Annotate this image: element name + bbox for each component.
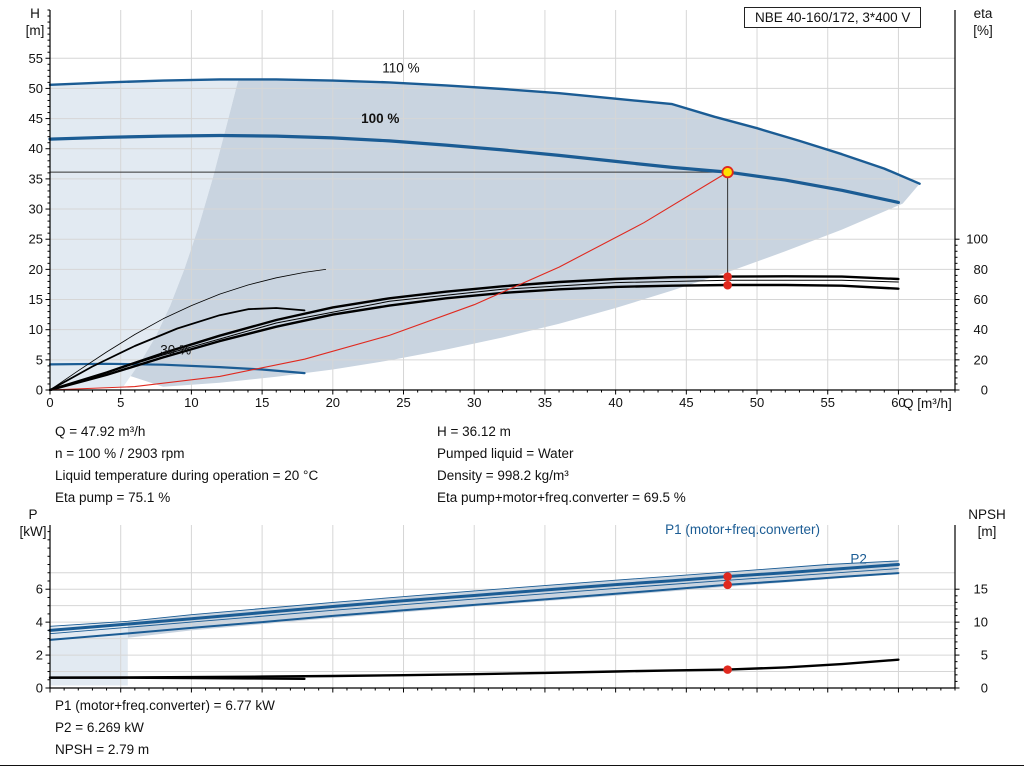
info-line-density: Density = 998.2 kg/m³ (437, 468, 569, 483)
x-tick-label: 25 (396, 395, 410, 410)
y-tick-label: 20 (29, 262, 43, 277)
curve-annotation: 110 % (382, 61, 419, 76)
y-tick-label: 35 (29, 171, 43, 186)
q-axis-label: Q [m³/h] (903, 396, 952, 411)
value-marker (723, 272, 732, 282)
x-tick-label: 45 (679, 395, 693, 410)
x-tick-label: 60 (891, 395, 905, 410)
y-tick-label: 4 (36, 615, 43, 630)
curve-annotation: P2 (850, 552, 867, 567)
npsh-axis-label: NPSH [m] (958, 506, 1016, 540)
series-p2-curve (49, 572, 900, 641)
series-p1-curve (48, 563, 900, 632)
series-affinity-curve-red (49, 171, 729, 391)
h-axis-symbol: H (30, 6, 40, 21)
y-tick-label: 15 (29, 292, 43, 307)
h-axis-label: H [m] (16, 5, 54, 39)
x-tick-label: 30 (467, 395, 481, 410)
y-tick-label: 2 (36, 648, 43, 663)
y2-tick-label: 5 (981, 648, 988, 663)
info-line-npsh: NPSH = 2.79 m (55, 742, 150, 757)
duty-point-marker (721, 166, 734, 179)
y-tick-label: 0 (36, 681, 43, 696)
h-axis-unit: [m] (25, 23, 45, 38)
series-eta-mid-thin (49, 279, 899, 391)
y-tick-label: 5 (36, 352, 43, 367)
eta-axis-label: eta [%] (962, 5, 1004, 39)
value-marker (723, 580, 732, 590)
value-marker (723, 280, 732, 290)
y2-tick-label: 10 (974, 615, 988, 630)
value-marker (723, 572, 732, 581)
x-tick-label: 40 (608, 395, 622, 410)
series-speed-100pct (48, 133, 901, 204)
info-line-temperature: Liquid temperature during operation = 20… (55, 468, 319, 483)
y2-tick-label: 15 (974, 582, 988, 597)
power-envelope-dark (127, 560, 899, 638)
duty-info-left: Q = 47.92 m³/h n = 100 % / 2903 rpm Liqu… (55, 421, 318, 509)
operating-envelope-dark (130, 79, 920, 387)
curve-annotation: P1 (motor+freq.converter) (665, 522, 820, 537)
curve-annotation: 30 % (160, 342, 191, 357)
p-axis-unit: [kW] (19, 524, 47, 539)
y2-tick-label: 60 (974, 292, 988, 307)
p-npsh-chart: 0 2 4 6 0 5 10 15 P1 (motor+freq.converter) P2 (36, 522, 988, 696)
y-tick-label: 0 (36, 383, 43, 398)
h-q-chart: 0 5 10 15 20 25 30 35 40 45 50 55 60 0 5 10 15 20 25 30 35 40… (29, 9, 988, 410)
y-tick-label: 30 (29, 202, 43, 217)
info-line-eta-pump: Eta pump = 75.1 % (55, 490, 171, 505)
npsh-axis-symbol: NPSH (968, 507, 1006, 522)
x-tick-label: 55 (821, 395, 835, 410)
y-tick-label: 40 (29, 141, 43, 156)
x-tick-label: 5 (117, 395, 124, 410)
y2-tick-label: 0 (981, 681, 988, 696)
x-tick-label: 0 (46, 395, 53, 410)
p-axis-symbol: P (28, 507, 38, 522)
eta-axis-symbol: eta (973, 6, 993, 21)
series-npsh-curve (48, 658, 900, 679)
info-line-h: H = 36.12 m (437, 424, 511, 439)
x-tick-label: 15 (255, 395, 269, 410)
info-line-eta-total: Eta pump+motor+freq.converter = 69.5 % (437, 490, 686, 505)
series-eta-partload-30 (49, 307, 306, 391)
duty-info-right: H = 36.12 m Pumped liquid = Water Densit… (437, 421, 686, 509)
series-eta-pump-motor-freq (48, 283, 900, 392)
power-info: P1 (motor+freq.converter) = 6.77 kW P2 =… (55, 695, 275, 761)
x-tick-label: 10 (184, 395, 198, 410)
info-line-liquid: Pumped liquid = Water (437, 446, 574, 461)
y-tick-label: 10 (29, 322, 43, 337)
npsh-axis-unit: [m] (977, 524, 997, 539)
series-eta-pump (48, 275, 900, 392)
eta-axis-unit: [%] (973, 23, 993, 38)
y-tick-label: 6 (36, 582, 43, 597)
curve-annotation: 100 % (361, 111, 399, 126)
info-line-n: n = 100 % / 2903 rpm (55, 446, 185, 461)
series-eta-partload-thin (49, 268, 327, 391)
info-line-p1: P1 (motor+freq.converter) = 6.77 kW (55, 698, 275, 713)
y-tick-label: 50 (29, 81, 43, 96)
y2-tick-label: 0 (981, 383, 988, 398)
y-tick-label: 25 (29, 232, 43, 247)
pump-model-title: NBE 40-160/172, 3*400 V (744, 7, 922, 28)
y-tick-label: 55 (29, 51, 43, 66)
series-p1-envelope-edge (49, 560, 899, 627)
y2-tick-label: 80 (974, 262, 988, 277)
y-tick-label: 45 (29, 111, 43, 126)
info-line-p2: P2 = 6.269 kW (55, 720, 144, 735)
bottom-divider (0, 765, 1024, 766)
value-marker (723, 665, 732, 674)
x-tick-label: 35 (538, 395, 552, 410)
series-speed-110pct (48, 78, 921, 185)
y2-tick-label: 100 (966, 232, 988, 247)
x-tick-label: 50 (750, 395, 764, 410)
y2-tick-label: 20 (974, 352, 988, 367)
x-tick-label: 20 (326, 395, 340, 410)
y2-tick-label: 40 (974, 322, 988, 337)
p-axis-label: P [kW] (10, 506, 56, 540)
info-line-q: Q = 47.92 m³/h (55, 424, 146, 439)
